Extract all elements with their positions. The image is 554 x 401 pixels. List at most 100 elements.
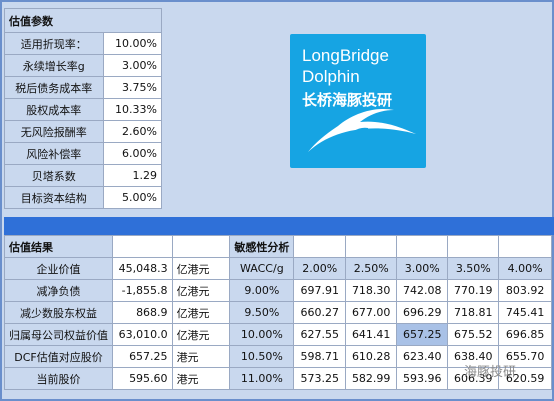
param-value: 3.00% bbox=[102, 54, 163, 77]
result-label: 减少数股东权益 bbox=[4, 301, 113, 324]
watermark: 海豚投研 bbox=[464, 365, 517, 380]
longbridge-dolphin-logo: LongBridge Dolphin 长桥海豚投研 bbox=[290, 34, 426, 168]
param-value: 10.00% bbox=[102, 32, 163, 55]
results-title: 估值结果 bbox=[4, 235, 113, 258]
result-label: 当前股价 bbox=[4, 367, 113, 390]
sensitivity-cell: 598.71 bbox=[293, 345, 347, 368]
result-value: 45,048.3 bbox=[112, 257, 173, 280]
result-label: DCF估值对应股价 bbox=[4, 345, 113, 368]
param-row: 税后债务成本率 3.75% bbox=[4, 76, 163, 99]
result-unit: 亿港元 bbox=[171, 257, 231, 280]
param-label: 股权成本率 bbox=[4, 98, 104, 121]
sensitivity-cell: 582.99 bbox=[345, 367, 398, 390]
sensitivity-cell: 627.55 bbox=[293, 323, 347, 346]
result-label: 归属母公司权益价值 bbox=[4, 323, 113, 346]
sensitivity-cell: 606.39 bbox=[447, 367, 500, 390]
logo-line-1: LongBridge bbox=[302, 46, 389, 65]
sensitivity-cell-highlight: 657.25 bbox=[396, 323, 449, 346]
sensitivity-cell: 803.92 bbox=[498, 279, 552, 302]
results-row: 当前股价 595.60 港元 11.00% 573.25 582.99 593.96 606.… bbox=[4, 367, 552, 390]
g-rate-header: 3.00% bbox=[396, 257, 449, 280]
param-row: 股权成本率 10.33% bbox=[4, 98, 163, 121]
sensitivity-cell: 718.81 bbox=[447, 301, 500, 324]
params-header-row: 估值参数 bbox=[4, 8, 162, 33]
dolphin-icon bbox=[308, 108, 416, 152]
g-rate-header: 2.00% bbox=[293, 257, 347, 280]
sensitivity-cell: 641.41 bbox=[345, 323, 398, 346]
sensitivity-cell: 610.28 bbox=[345, 345, 398, 368]
wacc-rate: 10.00% bbox=[229, 323, 295, 346]
wacc-rate: 9.50% bbox=[229, 301, 295, 324]
param-label: 风险补偿率 bbox=[4, 142, 104, 165]
params-table: 估值参数 适用折现率： 10.00% 永续增长率g 3.00% 税后债务成本率 3.75%… bbox=[4, 8, 163, 209]
param-row: 永续增长率g 3.00% bbox=[4, 54, 163, 77]
sensitivity-cell: 655.70 bbox=[498, 345, 552, 368]
result-value: -1,855.8 bbox=[112, 279, 173, 302]
sensitivity-cell: 620.59 bbox=[498, 367, 552, 390]
sensitivity-cell: 718.30 bbox=[345, 279, 398, 302]
sensitivity-cell: 770.19 bbox=[447, 279, 500, 302]
result-value: 657.25 bbox=[112, 345, 173, 368]
param-value: 5.00% bbox=[102, 186, 163, 209]
result-label: 减净负债 bbox=[4, 279, 113, 302]
param-label: 适用折现率： bbox=[4, 32, 104, 55]
result-label: 企业价值 bbox=[4, 257, 113, 280]
blank-cell bbox=[112, 235, 173, 258]
results-row: DCF估值对应股价 657.25 港元 10.50% 598.71 610.28 623.4… bbox=[4, 345, 552, 368]
result-value: 63,010.0 bbox=[112, 323, 173, 346]
param-value: 3.75% bbox=[102, 76, 163, 99]
g-rate-header: 4.00% bbox=[498, 257, 552, 280]
result-value: 595.60 bbox=[112, 367, 173, 390]
results-row: 减少数股东权益 868.9 亿港元 9.50% 660.27 677.00 696.29 71… bbox=[4, 301, 552, 324]
logo-line-3: 长桥海豚投研 bbox=[302, 91, 393, 109]
results-table: 估值结果 敏感性分析 企业价值 45,048.3 亿港元 WACC/g 2.00% 2.5… bbox=[4, 235, 552, 390]
result-unit: 港元 bbox=[171, 345, 231, 368]
param-label: 税后债务成本率 bbox=[4, 76, 104, 99]
sensitivity-cell: 573.25 bbox=[293, 367, 347, 390]
blank-cell bbox=[396, 235, 449, 258]
results-header-row: 估值结果 敏感性分析 bbox=[4, 235, 552, 258]
param-label: 目标资本结构 bbox=[4, 186, 104, 209]
wacc-rate: 11.00% bbox=[229, 367, 295, 390]
result-unit: 亿港元 bbox=[171, 279, 231, 302]
sensitivity-cell: 677.00 bbox=[345, 301, 398, 324]
param-row: 风险补偿率 6.00% bbox=[4, 142, 163, 165]
sensitivity-cell: 745.41 bbox=[498, 301, 552, 324]
blank-cell bbox=[498, 235, 552, 258]
result-unit: 亿港元 bbox=[171, 301, 231, 324]
wacc-rate: 10.50% bbox=[229, 345, 295, 368]
result-value: 868.9 bbox=[112, 301, 173, 324]
result-unit: 港元 bbox=[171, 367, 231, 390]
result-unit: 亿港元 bbox=[171, 323, 231, 346]
sensitivity-cell: 742.08 bbox=[396, 279, 449, 302]
results-row: 减净负债 -1,855.8 亿港元 9.00% 697.91 718.30 742.08 77… bbox=[4, 279, 552, 302]
sensitivity-cell: 623.40 bbox=[396, 345, 449, 368]
blank-cell bbox=[171, 235, 231, 258]
param-row: 目标资本结构 5.00% bbox=[4, 186, 163, 209]
sensitivity-title: 敏感性分析 bbox=[229, 235, 295, 258]
param-value: 10.33% bbox=[102, 98, 163, 121]
param-row: 贝塔系数 1.29 bbox=[4, 164, 163, 187]
param-value: 2.60% bbox=[102, 120, 163, 143]
blank-cell bbox=[345, 235, 398, 258]
logo-line-2: Dolphin bbox=[302, 67, 360, 86]
param-value: 1.29 bbox=[102, 164, 163, 187]
sensitivity-cell: 593.96 bbox=[396, 367, 449, 390]
sensitivity-cell: 696.85 bbox=[498, 323, 552, 346]
param-row: 无风险报酬率 2.60% bbox=[4, 120, 163, 143]
results-row: 企业价值 45,048.3 亿港元 WACC/g 2.00% 2.50% 3.00% 3.50… bbox=[4, 257, 552, 280]
blank-cell bbox=[447, 235, 500, 258]
blank-cell bbox=[293, 235, 347, 258]
sensitivity-axis-label: WACC/g bbox=[229, 257, 295, 280]
sensitivity-cell: 696.29 bbox=[396, 301, 449, 324]
section-separator bbox=[4, 217, 554, 235]
results-row: 归属母公司权益价值 63,010.0 亿港元 10.00% 627.55 641.41 65… bbox=[4, 323, 552, 346]
params-title: 估值参数 bbox=[4, 8, 162, 33]
g-rate-header: 3.50% bbox=[447, 257, 500, 280]
sensitivity-cell: 675.52 bbox=[447, 323, 500, 346]
sensitivity-cell: 697.91 bbox=[293, 279, 347, 302]
param-label: 永续增长率g bbox=[4, 54, 104, 77]
param-row: 适用折现率： 10.00% bbox=[4, 32, 163, 55]
param-value: 6.00% bbox=[102, 142, 163, 165]
